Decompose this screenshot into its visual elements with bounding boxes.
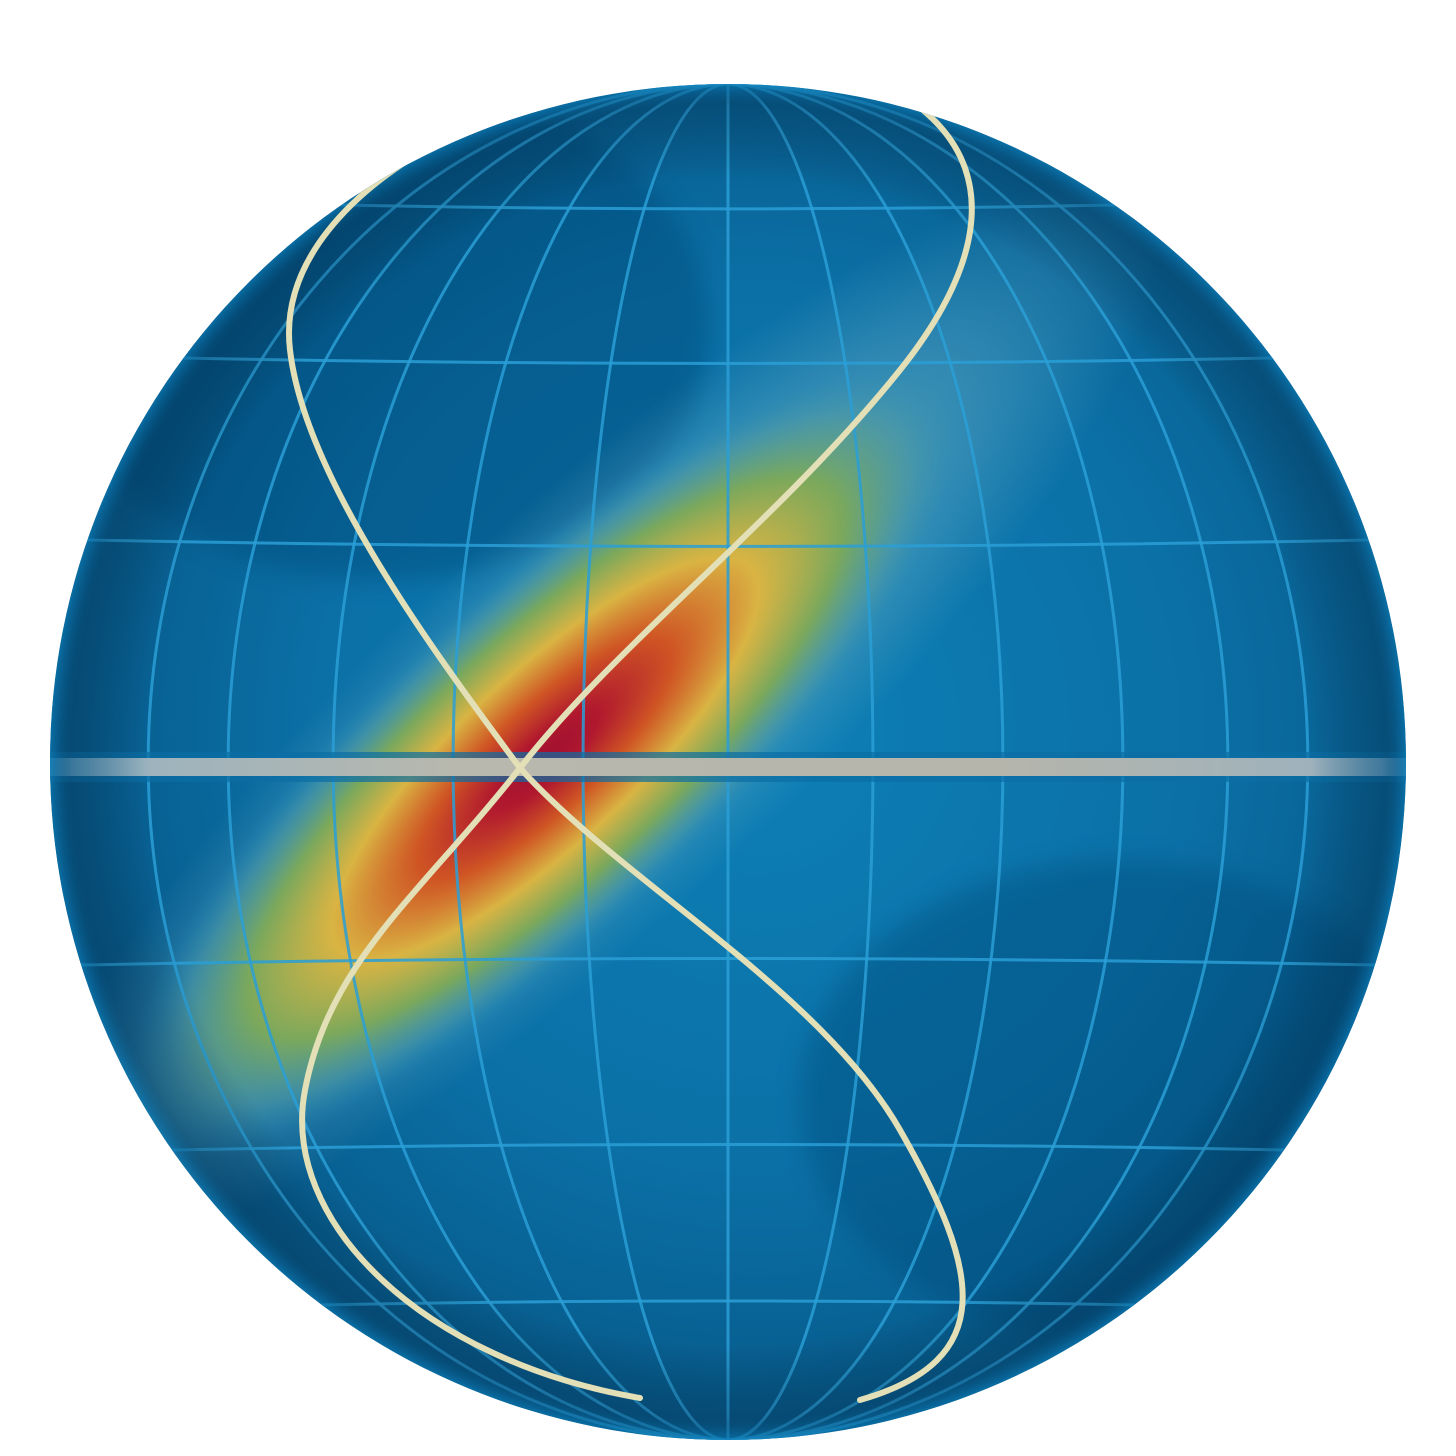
curve-a (299, 84, 975, 1401)
sphere-rim (50, 84, 1406, 1440)
